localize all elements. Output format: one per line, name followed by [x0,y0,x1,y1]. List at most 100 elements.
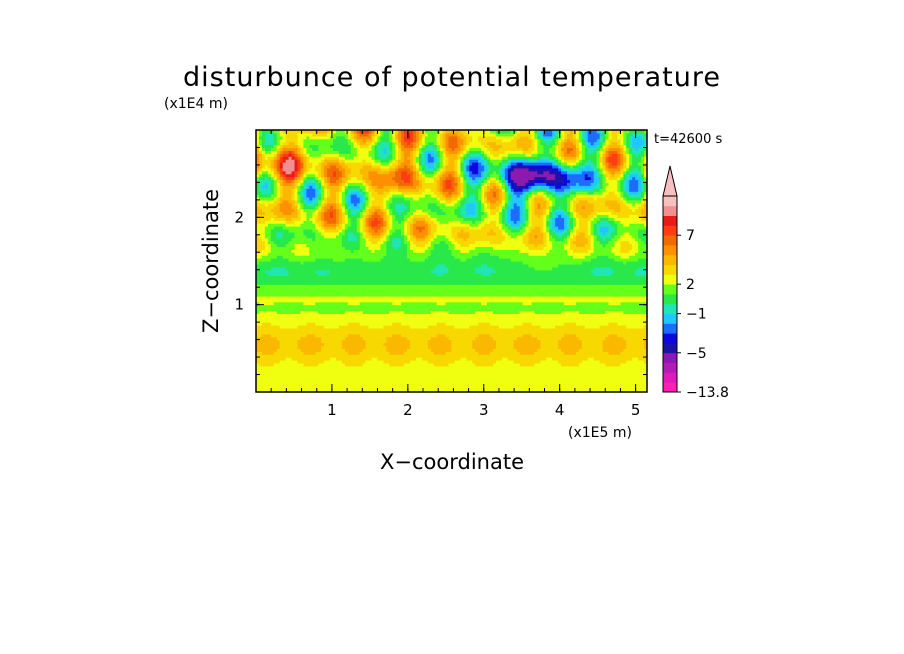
contour-cell [365,194,370,198]
contour-cell [407,252,432,256]
contour-cell [362,234,367,239]
contour-cell [629,130,645,134]
contour-cell [424,170,435,175]
contour-cell [282,156,290,160]
contour-cell [469,132,497,137]
contour-cell [528,199,533,204]
contour-cell [442,130,447,134]
contour-cell [608,147,621,151]
contour-cell [620,202,627,207]
contour-cell [347,164,364,169]
contour-cell [561,141,565,146]
contour-cell [644,156,647,160]
contour-cell [460,208,467,213]
contour-cell [623,135,627,140]
contour-cell [534,266,553,271]
contour-cell [421,164,426,169]
contour-cell [279,202,293,207]
contour-cell [478,211,485,216]
contour-cell [626,179,630,183]
contour-cell [421,153,426,157]
contour-cell [294,170,299,175]
contour-cell [270,246,296,250]
contour-cell [534,208,544,213]
contour-cell [256,377,647,381]
contour-cell [291,237,313,242]
contour-cell [587,220,592,224]
contour-cell [490,205,497,210]
contour-cell [605,202,621,207]
contour-cell [540,325,556,329]
contour-cell [569,217,574,221]
contour-cell [389,167,396,172]
contour-cell [454,255,473,259]
contour-cell [285,217,293,221]
contour-cell [584,234,592,239]
contour-cell [572,141,577,146]
contour-cell [398,211,402,216]
contour-cell [463,144,467,149]
contour-cell [344,223,352,227]
contour-cell [623,170,627,175]
contour-cell [481,301,488,306]
contour-cell [528,159,539,163]
contour-cell [335,194,340,198]
chart-title: disturbunce of potential temperature [183,62,721,93]
contour-cell [457,164,461,169]
contour-cell [605,237,613,242]
contour-cell [448,135,459,140]
contour-cell [534,310,562,314]
contour-cell [335,173,343,178]
contour-cell [617,185,621,189]
contour-cell [587,132,601,137]
contour-cell [256,159,260,163]
contour-cell [321,226,325,230]
contour-cell [291,191,296,195]
contour-cell [546,231,550,236]
contour-cell [504,217,509,221]
contour-cell [463,214,479,218]
contour-cell [549,141,556,146]
contour-cell [377,147,384,151]
contour-cell [513,342,541,347]
contour-cell [395,205,408,210]
contour-cell [519,226,524,230]
contour-cell [540,345,559,349]
contour-cell [365,208,370,213]
contour-cell [264,135,275,140]
contour-cell [584,130,589,134]
contour-cell [327,191,331,195]
contour-cell [605,138,610,143]
contour-cell [564,194,571,198]
contour-cell [617,199,624,204]
contour-cell [421,144,426,149]
contour-cell [620,188,624,192]
contour-cell [564,138,568,143]
contour-cell [602,170,607,175]
contour-cell [549,223,553,227]
contour-cell [484,167,488,172]
contour-cell [276,185,281,189]
contour-cell [330,144,352,149]
contour-cell [555,325,586,329]
contour-cell [368,202,373,207]
contour-cell [412,223,429,227]
contour-cell [626,144,630,149]
contour-cell [374,159,381,163]
contour-cell [362,228,367,233]
contour-cell [424,147,438,151]
contour-cell [478,252,491,256]
contour-cell [558,214,562,218]
contour-cell [620,167,624,172]
contour-cell [288,150,293,154]
contour-cell [507,202,512,207]
contour-cell [516,194,521,198]
contour-cell [567,150,571,154]
contour-cell [451,191,459,195]
contour-cell [578,223,589,227]
contour-cell [341,208,346,213]
contour-cell [294,231,304,236]
contour-cell [484,194,488,198]
contour-cell [303,167,307,172]
contour-cell [593,246,613,250]
